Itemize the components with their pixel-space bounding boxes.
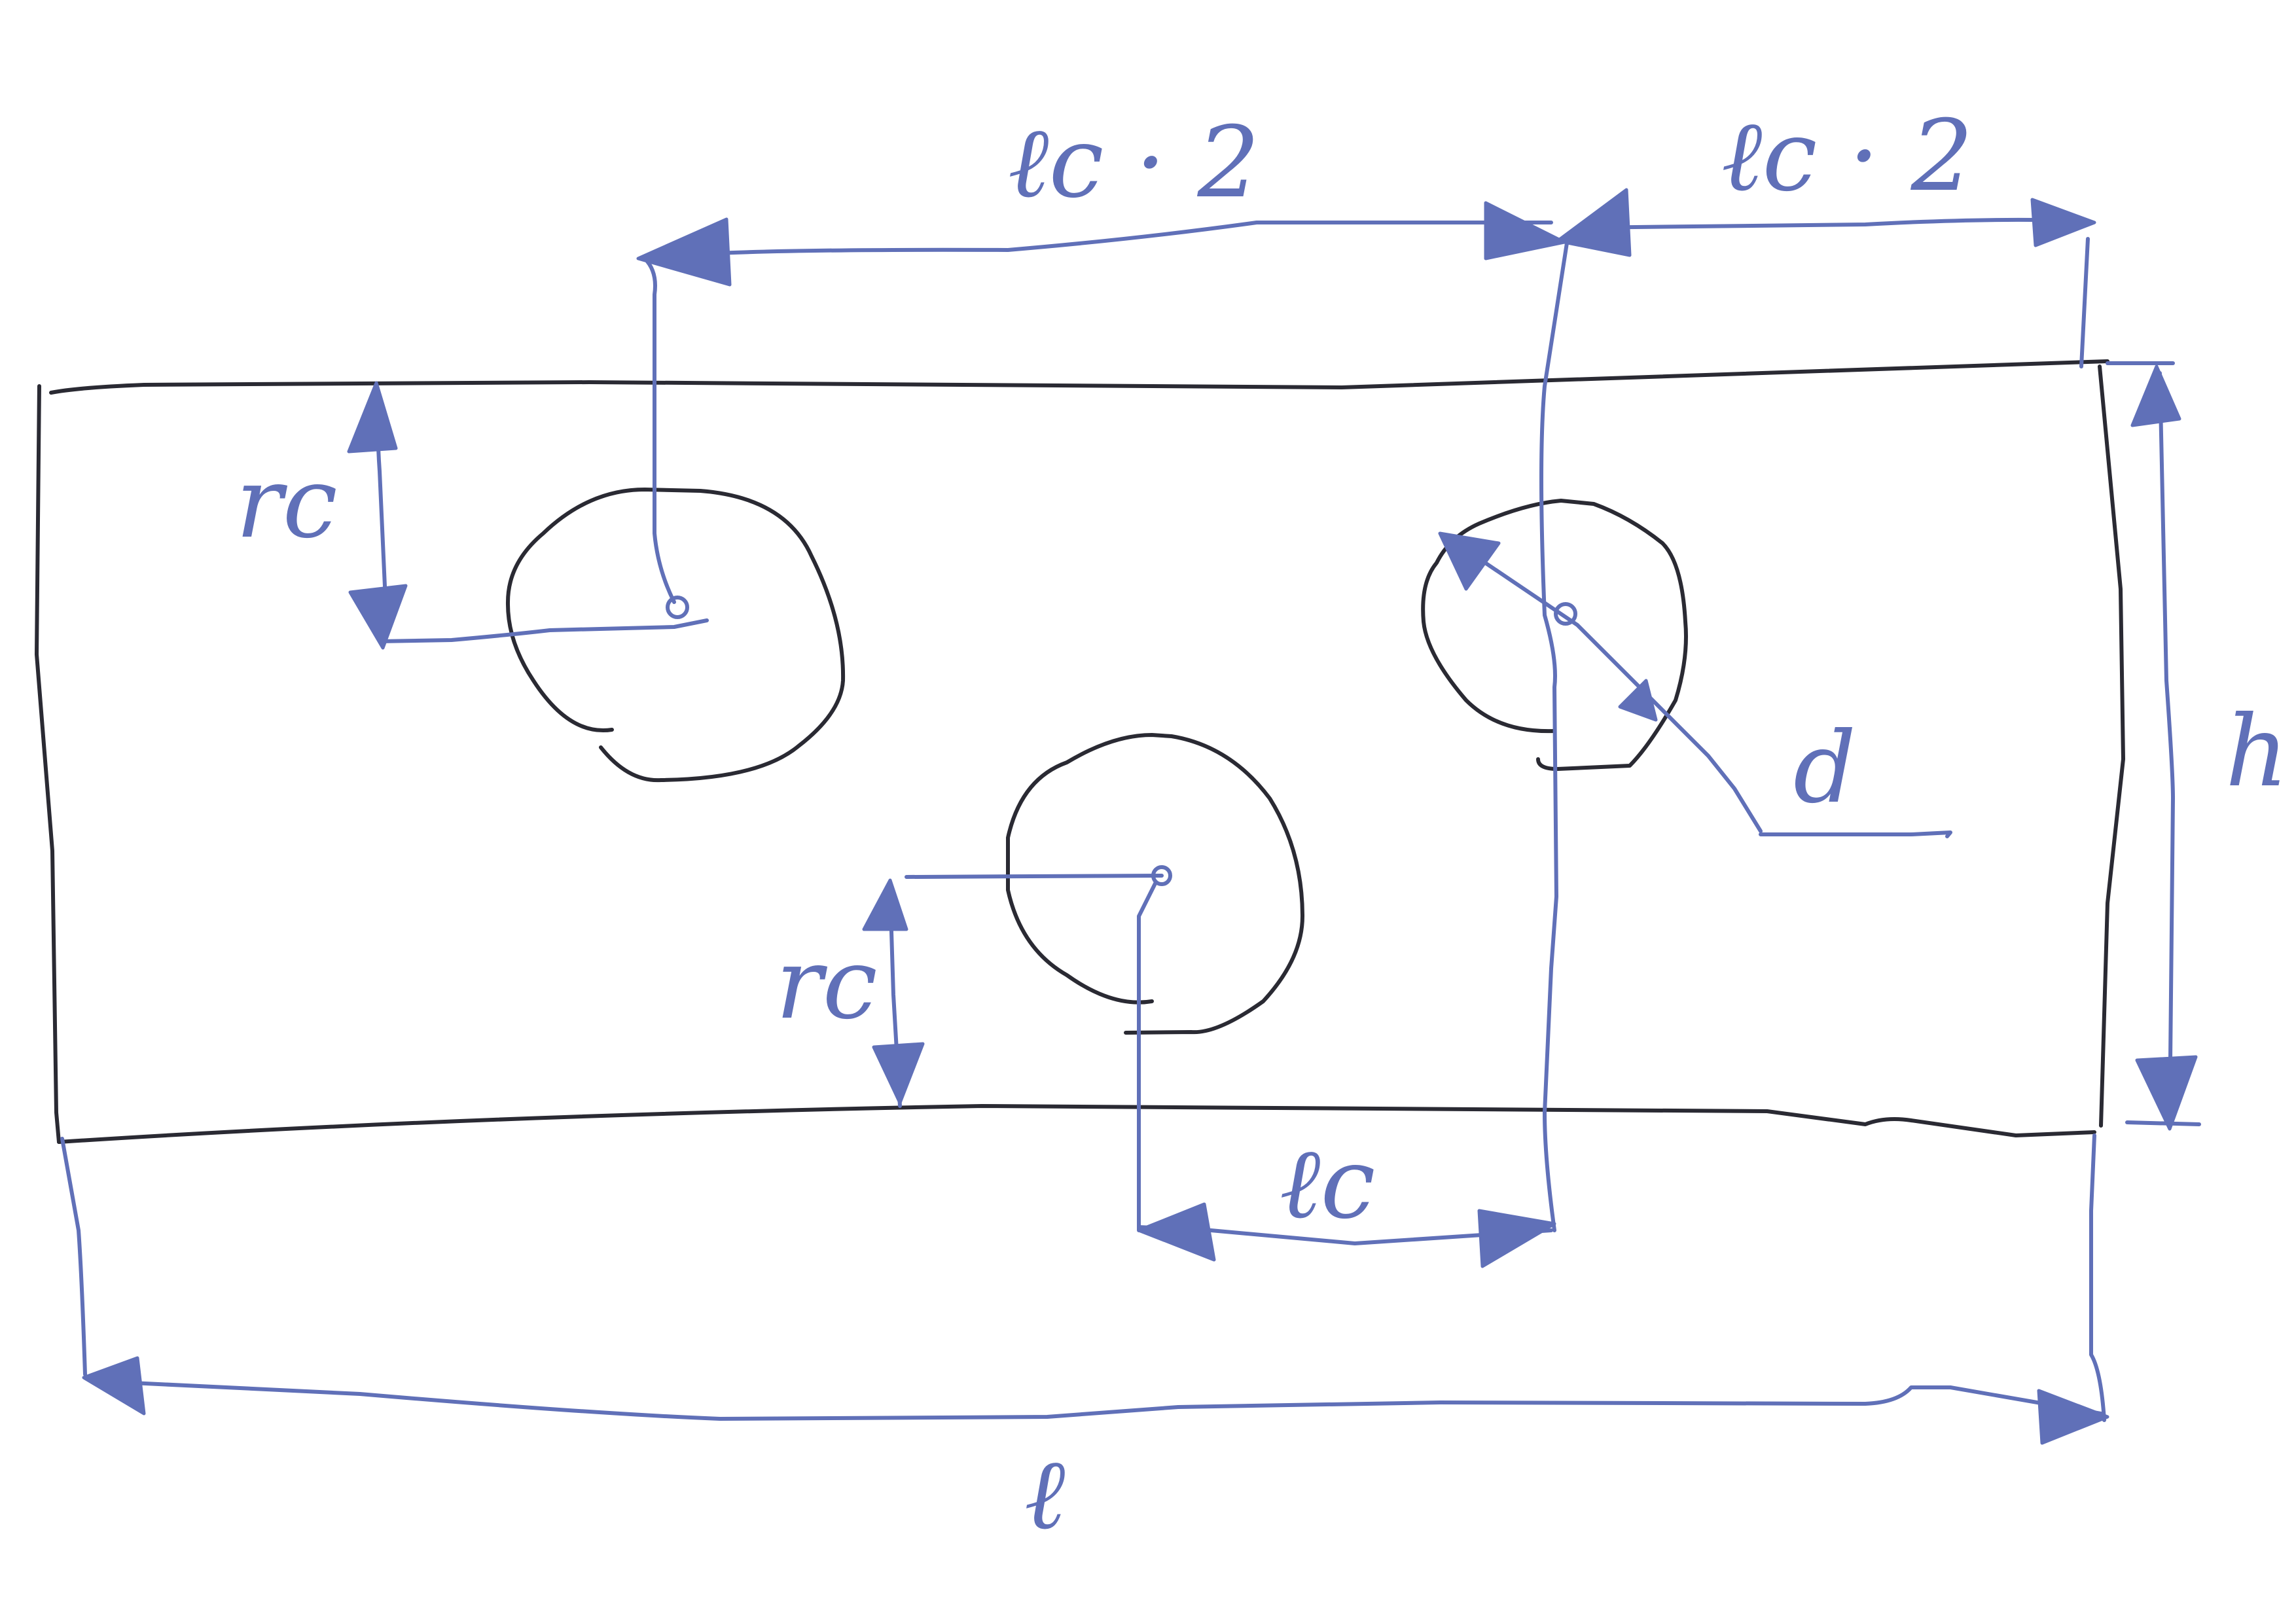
dimension-line-top-left xyxy=(639,221,1553,260)
center-point-right-hole xyxy=(1554,602,1577,626)
arrow-total-right xyxy=(2037,1389,2109,1445)
label-radius-lower: rc xyxy=(776,927,878,1041)
arrow-rc-upper-bottom xyxy=(348,584,408,650)
extension-line-center-hole-down xyxy=(1137,882,1157,1232)
leader-line-diameter xyxy=(1759,830,1952,838)
dimension-line-total-length xyxy=(90,1379,2103,1421)
dimension-labels: ℓc · 2 ℓc · 2 rc rc h d ℓc ℓ xyxy=(236,99,2289,1552)
arrow-diameter-top xyxy=(1438,531,1501,591)
dimension-line-height xyxy=(2158,371,2175,1128)
arrow-top-middle-a xyxy=(1484,201,1566,260)
arrow-top-middle-b xyxy=(1556,188,1632,257)
label-diameter: d xyxy=(1793,711,1856,825)
label-height: h xyxy=(2225,695,2289,809)
arrow-top-right xyxy=(2030,198,2096,247)
arrow-height-bottom xyxy=(2135,1055,2198,1131)
dimension-line-top-right xyxy=(1575,217,2090,230)
arrow-center-spacing-right xyxy=(1477,1209,1556,1268)
extension-line-height-bottom xyxy=(2125,1120,2201,1126)
arrow-top-left xyxy=(636,217,732,287)
plate-right-edge xyxy=(2098,365,2125,1128)
label-center-spacing: ℓc xyxy=(1280,1127,1375,1241)
dimension-line-diameter xyxy=(1444,535,1763,833)
plate-left-edge xyxy=(35,384,61,1144)
centerline-right-hole xyxy=(1539,237,1570,1232)
hole-left xyxy=(505,488,846,783)
hole-center xyxy=(1006,733,1304,1035)
arrow-height-top xyxy=(2130,365,2181,427)
extension-line-total-right xyxy=(2089,1133,2106,1422)
label-radius-upper: rc xyxy=(236,446,338,560)
label-total-length: ℓ xyxy=(1024,1438,1065,1552)
arrow-center-spacing-left xyxy=(1137,1202,1216,1262)
dimension-annotations xyxy=(60,188,2201,1445)
plate-top-edge xyxy=(49,359,2109,395)
plate-outline xyxy=(35,359,2125,1144)
extension-line-top-left xyxy=(643,257,676,604)
extension-line-rc-lower xyxy=(905,874,1164,879)
center-point-left-hole xyxy=(666,596,689,619)
extension-line-rc-upper xyxy=(378,618,709,643)
arrow-rc-lower-bottom xyxy=(872,1042,925,1105)
hole-right xyxy=(1421,499,1688,771)
label-top-left-spacing: ℓc · 2 xyxy=(1008,106,1260,220)
arrow-total-left xyxy=(82,1356,146,1416)
extension-line-total-left xyxy=(60,1137,87,1376)
extension-line-top-right xyxy=(2079,237,2090,368)
arrow-rc-upper-top xyxy=(347,381,398,454)
label-top-right-spacing: ℓc · 2 xyxy=(1721,99,1973,213)
arrow-rc-lower-top xyxy=(862,878,908,931)
arrow-diameter-bottom xyxy=(1618,679,1658,722)
center-point-center-hole xyxy=(1151,865,1172,886)
plate-bottom-edge xyxy=(57,1104,2096,1144)
